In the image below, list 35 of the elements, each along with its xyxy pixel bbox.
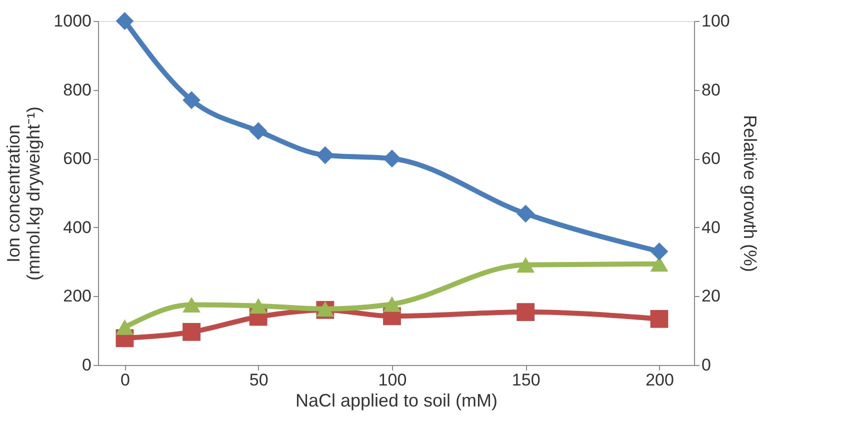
y-axis-title: Ion concentration (mmol.kg dryweight⁻¹) [4, 106, 44, 281]
point [516, 303, 535, 321]
x-axis-title: NaCl applied to soil (mM) [295, 390, 498, 410]
x-tick-label: 100 [378, 370, 407, 390]
y-tick-label: 400 [63, 218, 92, 237]
y2-tick-label: 100 [702, 12, 730, 30]
y2-axis-title: Relative growth (%) [740, 114, 760, 272]
point [249, 122, 268, 140]
x-tick-label: 200 [646, 370, 674, 390]
point [182, 297, 200, 313]
y-tick-label: 0 [82, 356, 92, 374]
y2-tick-label: 20 [702, 286, 720, 306]
point [182, 323, 200, 341]
point [116, 12, 134, 30]
point [182, 91, 200, 110]
y2-tick-label: 40 [702, 218, 720, 237]
point [516, 204, 535, 223]
point [516, 257, 535, 273]
x-tick-label: 0 [120, 370, 130, 390]
point [650, 310, 668, 328]
x-tick-label: 150 [512, 370, 540, 390]
y2-tick-label: 60 [702, 149, 720, 168]
point [249, 298, 268, 314]
x-tick-label: 50 [249, 370, 268, 390]
point [650, 242, 668, 260]
y-tick-label: 1000 [54, 12, 92, 30]
y-tick-label: 200 [63, 286, 92, 306]
y-tick-label: 600 [63, 149, 92, 168]
point [383, 296, 401, 312]
point [316, 146, 334, 164]
point [383, 150, 401, 168]
y2-tick-label: 0 [702, 356, 711, 374]
point [116, 319, 134, 335]
y2-tick-label: 80 [702, 80, 720, 100]
y-tick-label: 800 [63, 80, 92, 100]
